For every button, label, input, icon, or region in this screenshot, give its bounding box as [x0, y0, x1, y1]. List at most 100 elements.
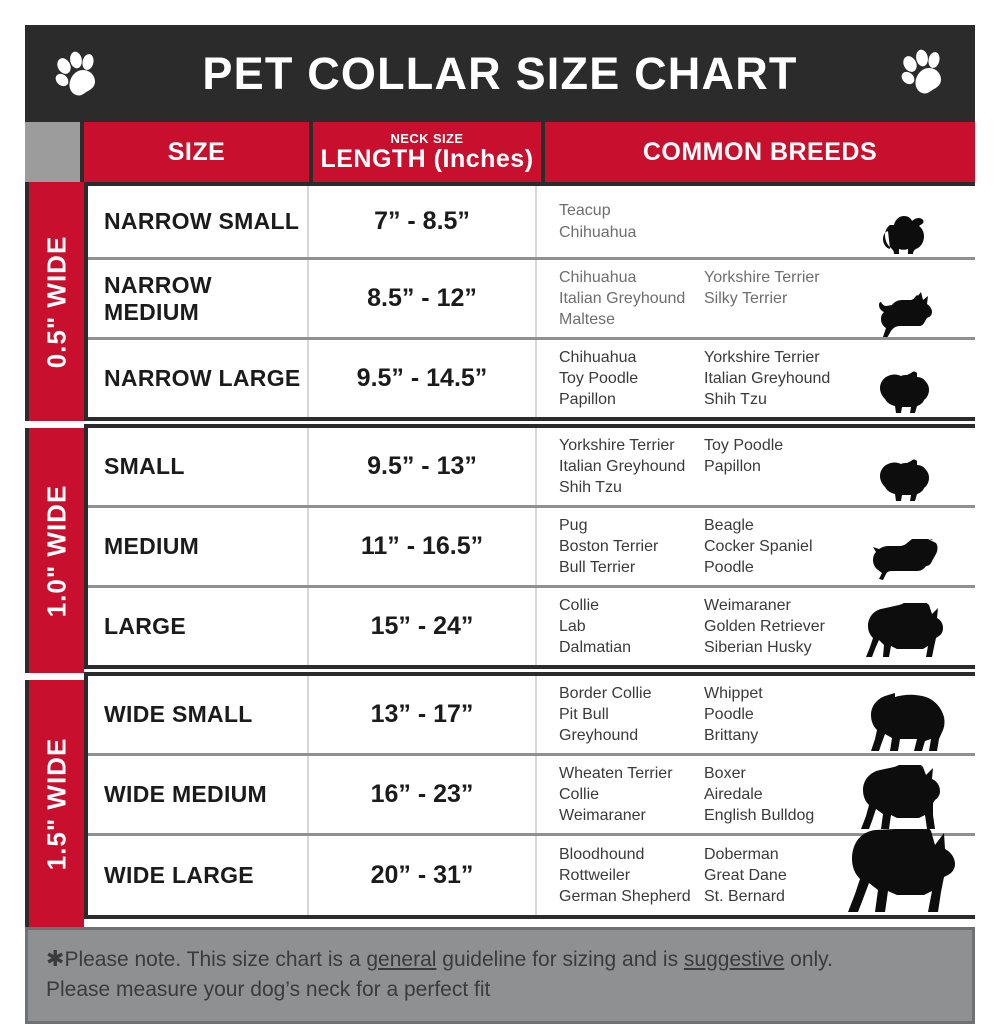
breed-list: Wheaten Terrier Collie Weimaraner [559, 763, 704, 827]
width-rail-label: 0.5" WIDE [41, 235, 71, 368]
breed-name: Toy Poodle [704, 436, 784, 454]
cell-neck-length: 16” - 23” [309, 756, 537, 833]
yorkshire-terrier-silhouette [841, 186, 969, 257]
breed-name: Yorkshire Terrier [704, 268, 820, 286]
pomeranian-silhouette [841, 428, 969, 505]
breed-list: Chihuahua Italian Greyhound Maltese [559, 267, 704, 331]
cell-common-breeds: Wheaten Terrier Collie Weimaraner Boxer Aire… [537, 756, 975, 833]
size-group: WIDE SMALL 13” - 17” Border Collie Pit Bull… [84, 672, 975, 919]
cell-common-breeds: Border Collie Pit Bull Greyhound Whippet Poo… [537, 676, 975, 753]
breed-name: Weimaraner [704, 596, 791, 614]
cell-common-breeds: Yorkshire Terrier Italian Greyhound Shih T… [537, 428, 975, 505]
breed-name: Papillon [559, 391, 616, 409]
cell-neck-length: 15” - 24” [309, 588, 537, 665]
breed-name: Collie [559, 785, 600, 803]
breed-list: Doberman Great Dane St. Bernard [704, 844, 854, 908]
breed-name: Lab [559, 617, 586, 635]
breed-list: Pug Boston Terrier Bull Terrier [559, 515, 704, 579]
width-rail-group: 1.5" WIDE [25, 680, 84, 927]
breed-name: Pit Bull [559, 705, 609, 723]
table-header-row: SIZE NECK SIZE LENGTH (Inches) COMMON BR… [25, 122, 975, 182]
breed-name: Rottweiler [559, 866, 631, 884]
husky-silhouette [841, 588, 969, 665]
breed-list [704, 200, 854, 243]
cell-neck-length: 20” - 31” [309, 836, 537, 915]
table-row[interactable]: MEDIUM 11” - 16.5” Pug Boston Terrier Bull T… [88, 505, 975, 585]
cell-common-breeds: Collie Lab Dalmatian Weimaraner Golden Retri… [537, 588, 975, 665]
breed-list: Yorkshire Terrier Italian Greyhound Shih T… [559, 435, 704, 499]
breed-list: Collie Lab Dalmatian [559, 595, 704, 659]
width-rail-column: 0.5" WIDE 1.0" WIDE 1.5" WIDE [25, 182, 84, 927]
breed-name: Boxer [704, 764, 746, 782]
breed-name: Siberian Husky [704, 639, 812, 657]
breed-name: Poodle [704, 559, 754, 577]
header-spacer [541, 122, 545, 182]
breed-name: Bull Terrier [559, 559, 636, 577]
beagle-silhouette [841, 508, 969, 585]
width-rail-label: 1.5" WIDE [41, 737, 71, 870]
table-row[interactable]: NARROW SMALL 7” - 8.5” Teacup Chihuahua [88, 186, 975, 257]
paw-print-icon [51, 47, 103, 99]
breed-name: Chihuahua [559, 268, 637, 286]
breed-name: Shih Tzu [559, 479, 622, 497]
cell-size-name: WIDE SMALL [88, 676, 309, 753]
boxer-silhouette [841, 756, 969, 833]
cell-size-name: SMALL [88, 428, 309, 505]
pomeranian-silhouette [841, 340, 969, 417]
breed-name: Brittany [704, 727, 759, 745]
breed-name: Dalmatian [559, 639, 632, 657]
footer-note-underline-general: general [366, 948, 437, 971]
cell-common-breeds: Chihuahua Italian Greyhound Maltese Yorkshi… [537, 260, 975, 337]
breed-name: Cocker Spaniel [704, 537, 813, 555]
table-row[interactable]: SMALL 9.5” - 13” Yorkshire Terrier Italian … [88, 428, 975, 505]
breed-name: Toy Poodle [559, 369, 639, 387]
breed-list: Chihuahua Toy Poodle Papillon [559, 347, 704, 411]
breed-name: Golden Retriever [704, 617, 825, 635]
breed-list: Weimaraner Golden Retriever Siberian Husky [704, 595, 854, 659]
cell-common-breeds: Teacup Chihuahua [537, 186, 975, 257]
breed-name: Shih Tzu [704, 391, 767, 409]
breed-name: Whippet [704, 684, 763, 702]
table-row[interactable]: WIDE LARGE 20” - 31” Bloodhound Rottweiler G… [88, 829, 975, 915]
breed-list: Border Collie Pit Bull Greyhound [559, 683, 704, 747]
cell-neck-length: 9.5” - 13” [309, 428, 537, 505]
cell-size-name: WIDE MEDIUM [88, 756, 309, 833]
breed-name: Teacup [559, 202, 611, 220]
chart-header-banner: PET COLLAR SIZE CHART [25, 25, 975, 122]
breed-name: Weimaraner [559, 807, 646, 825]
header-corner-box [25, 122, 80, 182]
header-spacer [80, 122, 84, 182]
table-row[interactable]: NARROW MEDIUM 8.5” - 12” Chihuahua Italian … [88, 257, 975, 337]
breed-name: Maltese [559, 311, 616, 329]
breed-name: Italian Greyhound [559, 457, 686, 475]
breed-name: Bloodhound [559, 845, 645, 863]
breed-name: St. Bernard [704, 888, 785, 906]
footer-note-line1-a: Please note. This size chart is a [64, 948, 367, 971]
breed-list: Beagle Cocker Spaniel Poodle [704, 515, 854, 579]
column-header-size: SIZE [84, 122, 309, 182]
breed-list: Toy Poodle Papillon [704, 435, 854, 499]
cell-size-name: NARROW MEDIUM [88, 260, 309, 337]
breed-list: Yorkshire Terrier Silky Terrier [704, 267, 854, 331]
bulldog-silhouette [841, 676, 969, 753]
breed-name: Great Dane [704, 866, 787, 884]
column-header-length-sublabel: NECK SIZE [390, 130, 464, 146]
table-row[interactable]: LARGE 15” - 24” Collie Lab Dalmatian Weimaran… [88, 585, 975, 665]
breed-name: Poodle [704, 705, 754, 723]
column-header-length-label: LENGTH (Inches) [320, 144, 534, 173]
breed-name: Pug [559, 516, 588, 534]
width-rail-group: 1.0" WIDE [25, 428, 84, 673]
breed-name: Greyhound [559, 727, 639, 745]
cell-neck-length: 9.5” - 14.5” [309, 340, 537, 417]
cell-common-breeds: Chihuahua Toy Poodle Papillon Yorkshire Ter… [537, 340, 975, 417]
table-row[interactable]: WIDE MEDIUM 16” - 23” Wheaten Terrier Colli… [88, 753, 975, 833]
size-group: NARROW SMALL 7” - 8.5” Teacup Chihuahua NARR… [84, 182, 975, 421]
breed-name: Doberman [704, 845, 779, 863]
table-row[interactable]: NARROW LARGE 9.5” - 14.5” Chihuahua Toy Poo… [88, 337, 975, 417]
table-row[interactable]: WIDE SMALL 13” - 17” Border Collie Pit Bull… [88, 676, 975, 753]
breed-name: Chihuahua [559, 223, 637, 241]
footer-note-underline-suggestive: suggestive [683, 948, 785, 971]
breed-name: Beagle [704, 516, 754, 534]
breed-name: Yorkshire Terrier [704, 348, 820, 366]
breed-list: Yorkshire Terrier Italian Greyhound Shih T… [704, 347, 854, 411]
